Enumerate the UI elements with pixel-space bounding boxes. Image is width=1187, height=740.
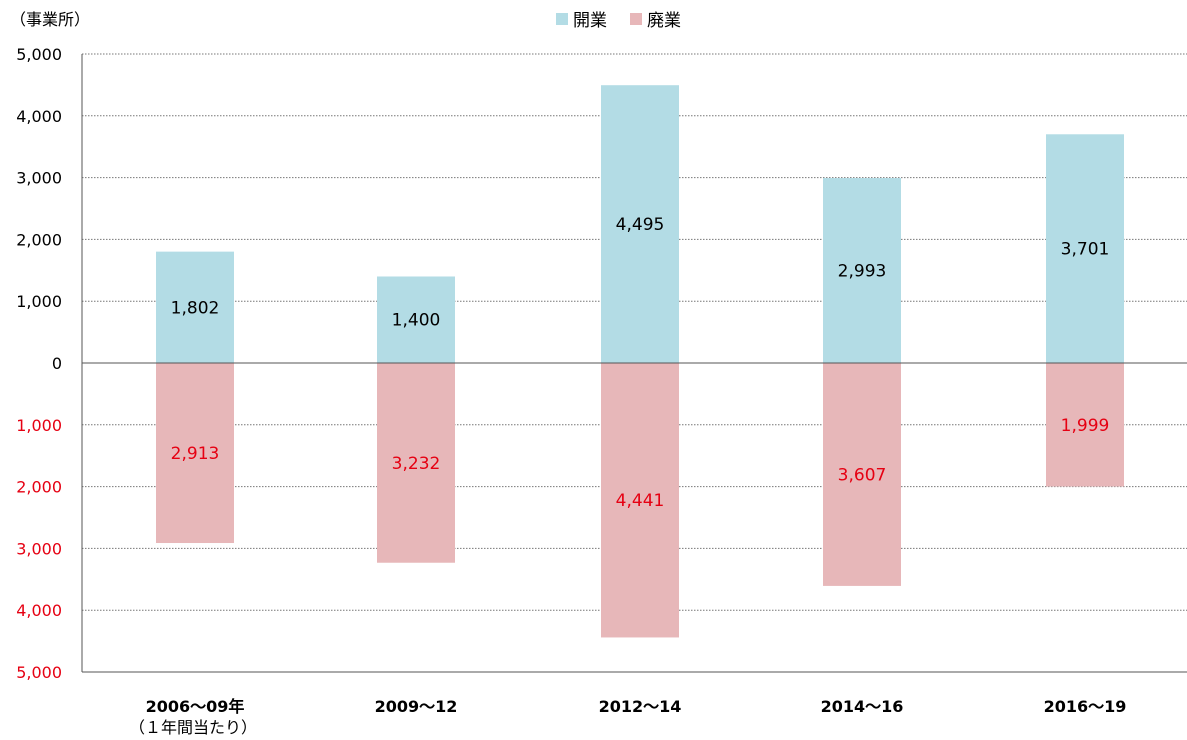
bar-close — [377, 363, 455, 563]
x-tick-labels: 2006～09年 2009～12 2012～14 2014～16 2016～19 — [146, 697, 1127, 716]
data-labels: 1,802 1,400 4,495 2,993 3,701 2,913 3,232 4,441… — [171, 215, 1110, 511]
bar-open — [601, 85, 679, 364]
y-tick-label: 3,000 — [16, 539, 62, 558]
bar-open — [156, 251, 234, 363]
data-label-close: 2,913 — [171, 444, 220, 464]
data-label-close: 3,607 — [838, 465, 887, 485]
category-note: （１年間当たり） — [129, 718, 257, 737]
bar-close — [156, 363, 234, 544]
data-label-open: 4,495 — [616, 215, 665, 235]
data-label-open: 1,400 — [392, 311, 441, 331]
x-tick-label: 2009～12 — [375, 697, 458, 716]
y-tick-label: 3,000 — [16, 169, 62, 188]
x-tick-label: 2016～19 — [1044, 697, 1127, 716]
x-tick-label: 2006～09年 — [146, 697, 245, 716]
legend: 開業 廃業 — [556, 11, 681, 31]
bar-close — [601, 363, 679, 638]
legend-label-close: 廃業 — [647, 11, 681, 31]
bar-open — [823, 178, 901, 363]
bar-close — [823, 363, 901, 586]
unit-label: （事業所） — [10, 10, 90, 29]
legend-swatch-open — [556, 13, 568, 25]
data-label-close: 1,999 — [1061, 416, 1110, 436]
data-label-open: 1,802 — [171, 298, 220, 318]
bar-close — [1046, 363, 1124, 487]
y-tick-labels: 5,000 4,000 3,000 2,000 1,000 0 1,000 2,000 3,00… — [16, 45, 62, 682]
y-tick-label: 5,000 — [16, 45, 62, 64]
bar-open — [377, 276, 455, 363]
x-tick-label: 2012～14 — [599, 697, 682, 716]
bars — [156, 85, 1124, 638]
data-label-open: 2,993 — [838, 262, 887, 282]
y-tick-label: 4,000 — [16, 601, 62, 620]
data-label-close: 3,232 — [392, 454, 441, 474]
legend-swatch-close — [630, 13, 642, 25]
y-tick-label: 4,000 — [16, 107, 62, 126]
data-label-close: 4,441 — [616, 491, 665, 511]
y-tick-label: 2,000 — [16, 478, 62, 497]
y-tick-label: 1,000 — [16, 416, 62, 435]
axes — [81, 54, 1187, 673]
data-label-open: 3,701 — [1061, 240, 1110, 260]
x-tick-label: 2014～16 — [821, 697, 904, 716]
y-tick-label: 2,000 — [16, 230, 62, 249]
y-tick-label: 1,000 — [16, 292, 62, 311]
bar-open — [1046, 134, 1124, 363]
legend-label-open: 開業 — [573, 11, 607, 31]
y-tick-label: 0 — [52, 354, 62, 373]
y-tick-label: 5,000 — [16, 663, 62, 682]
